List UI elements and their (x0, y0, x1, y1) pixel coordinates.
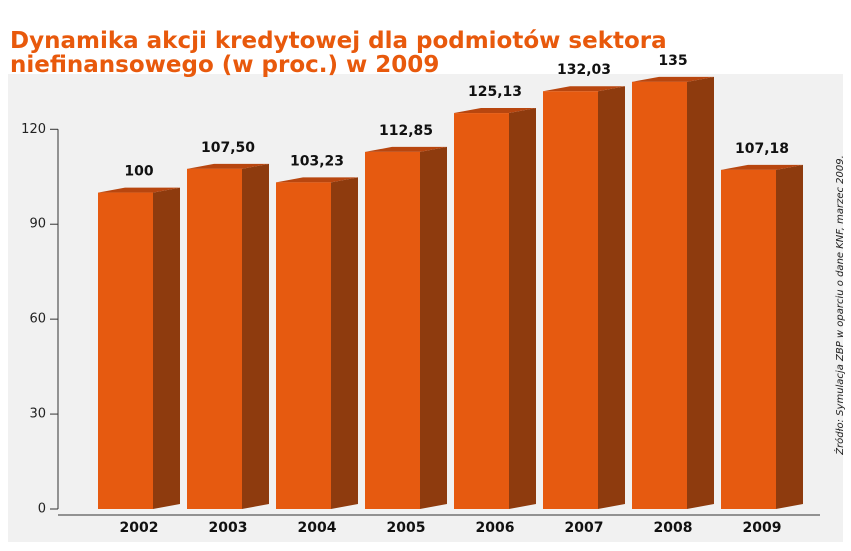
value-label: 107,18 (735, 141, 789, 157)
value-label: 135 (658, 53, 687, 69)
x-tick-label: 2008 (654, 520, 693, 536)
value-label: 100 (124, 164, 153, 180)
bar-side (598, 86, 625, 509)
bar (187, 168, 242, 509)
bar-top (632, 76, 714, 82)
x-tick-label: 2006 (476, 520, 515, 536)
bar (276, 182, 331, 510)
x-tick-label: 2007 (565, 520, 604, 536)
bar (543, 91, 598, 509)
x-tick-label: 2003 (209, 520, 248, 536)
value-label: 125,13 (468, 84, 522, 100)
bar-side (420, 146, 447, 510)
y-tick-label: 0 (38, 502, 46, 517)
value-label: 103,23 (290, 153, 344, 169)
bar-top (721, 164, 803, 170)
bar-top (98, 187, 180, 193)
bar-top (276, 177, 358, 183)
bar (721, 169, 776, 509)
x-tick-label: 2009 (743, 520, 782, 536)
y-tick-label: 30 (29, 407, 46, 422)
bar-side (509, 108, 536, 510)
value-label: 132,03 (557, 62, 611, 78)
bar-side (331, 177, 358, 510)
bar-top (543, 86, 625, 92)
bar (98, 192, 153, 510)
x-tick-label: 2005 (387, 520, 426, 536)
bar-side (687, 76, 714, 510)
bar-side (153, 187, 180, 510)
x-tick-label: 2002 (120, 520, 159, 536)
bar-top (454, 108, 536, 114)
bar (365, 151, 420, 510)
bar-side (242, 163, 269, 509)
y-tick-label: 90 (29, 217, 46, 232)
x-tick-label: 2004 (298, 520, 337, 536)
value-label: 107,50 (201, 140, 255, 156)
bar-side (776, 164, 803, 509)
y-tick-label: 120 (21, 122, 46, 137)
chart-title: Dynamika akcji kredytowej dla podmiotów … (10, 28, 667, 54)
y-tick-label: 60 (29, 312, 46, 327)
value-label: 112,85 (379, 123, 433, 139)
bar-top (365, 146, 447, 152)
chart-title: niefinansowego (w proc.) w 2009 (10, 52, 439, 78)
bar-top (187, 163, 269, 169)
source-note: Źródło: Symulacja ZBP w oparciu o dane K… (833, 155, 846, 456)
bar (454, 113, 509, 510)
bar (632, 81, 687, 510)
